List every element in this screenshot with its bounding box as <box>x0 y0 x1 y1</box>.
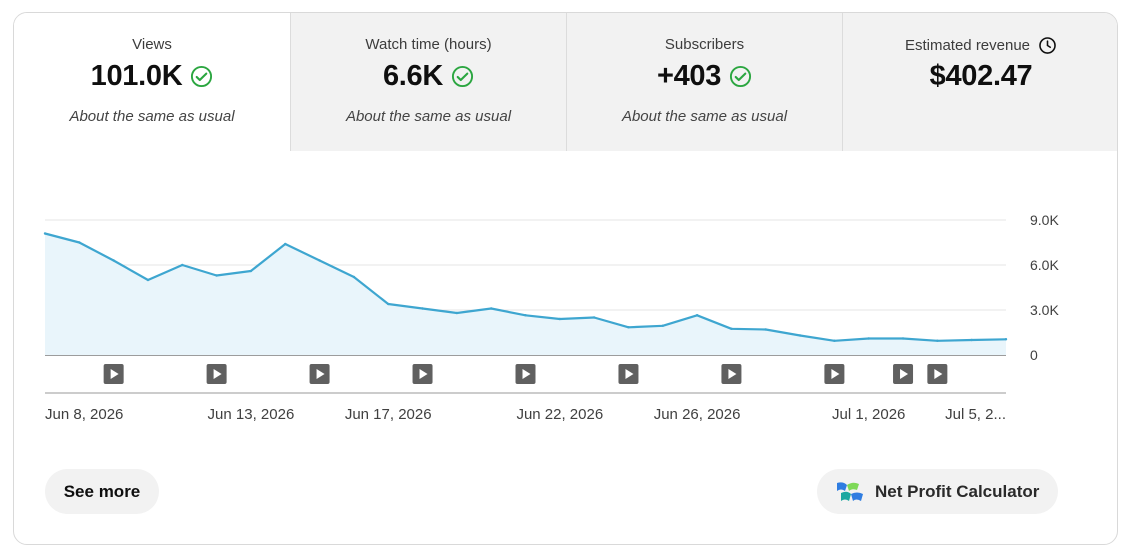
data-point <box>318 259 321 262</box>
metric-value: 6.6K <box>382 60 444 92</box>
play-icon-glyph <box>900 369 909 379</box>
data-point <box>592 316 596 319</box>
video-play-icon[interactable] <box>927 364 948 384</box>
data-point <box>901 337 905 340</box>
play-icon-glyph <box>522 369 531 379</box>
data-point <box>695 314 699 317</box>
data-point <box>833 339 836 342</box>
tab-watch-time[interactable]: Watch time (hours) 6.6K About the same a… <box>290 13 566 151</box>
data-point <box>78 241 81 244</box>
play-icon-glyph <box>213 369 222 379</box>
views-chart: 9.0K 6.0K 3.0K 0 Jun 8, 2026 Jun 13, 2026 Jun … <box>14 13 1117 433</box>
data-point <box>215 274 218 277</box>
tab-views[interactable]: Views 101.0K About the same as usual <box>14 13 290 151</box>
play-icon-glyph <box>419 369 428 379</box>
check-circle-icon <box>730 65 752 88</box>
metric-title: Watch time (hours) <box>365 36 492 53</box>
video-play-icon[interactable] <box>412 364 433 384</box>
video-play-icon[interactable] <box>206 364 227 384</box>
metric-value: +403 <box>656 60 722 92</box>
x-tick-label: Jun 13, 2026 <box>208 406 295 423</box>
y-tick-label: 6.0K <box>1030 257 1059 273</box>
data-point <box>970 338 973 342</box>
video-play-icon[interactable] <box>893 364 914 384</box>
metric-note: About the same as usual <box>621 108 788 125</box>
data-point <box>489 307 493 310</box>
x-tick-label: Jun 8, 2026 <box>45 406 123 423</box>
x-tick-label: Jun 17, 2026 <box>345 406 432 423</box>
data-point <box>249 269 253 273</box>
tab-subscribers[interactable]: Subscribers +403 About the same as usual <box>566 13 842 151</box>
check-circle-icon <box>451 65 474 88</box>
video-play-icon[interactable] <box>515 364 536 384</box>
play-icon-glyph <box>934 369 943 379</box>
data-point <box>43 232 47 235</box>
views-area-fill <box>45 233 1006 355</box>
see-more-button[interactable]: See more <box>45 469 159 514</box>
metric-note: About the same as usual <box>69 108 235 125</box>
clock-icon <box>1039 37 1056 54</box>
data-point <box>524 314 527 317</box>
data-point <box>936 339 939 342</box>
data-point <box>387 302 390 306</box>
tab-estimated-revenue[interactable]: Estimated revenue $402.47 <box>842 13 1117 151</box>
data-point <box>421 307 424 310</box>
nexlev-logo-icon <box>837 481 863 501</box>
check-circle-icon <box>191 65 213 88</box>
y-tick-label: 0 <box>1030 347 1038 363</box>
play-icon-glyph <box>728 369 737 379</box>
metric-value: $402.47 <box>929 60 1033 92</box>
data-point <box>181 263 184 267</box>
views-chart-svg: 9.0K 6.0K 3.0K 0 Jun 8, 2026 Jun 13, 2026 Jun … <box>43 212 1059 423</box>
y-tick-label: 3.0K <box>1030 302 1059 318</box>
metric-value: 101.0K <box>90 60 183 92</box>
video-play-icon[interactable] <box>721 364 742 384</box>
net-profit-calculator-label: Net Profit Calculator <box>875 481 1040 501</box>
data-point <box>112 259 115 262</box>
metric-title: Subscribers <box>664 36 745 53</box>
metric-title: Estimated revenue <box>904 37 1031 54</box>
play-icon-glyph <box>316 369 325 379</box>
data-point <box>146 278 150 282</box>
data-point <box>284 242 287 246</box>
data-point <box>730 327 733 330</box>
metric-note: About the same as usual <box>345 108 512 125</box>
play-icon-glyph <box>625 369 634 379</box>
metric-tabs: Views 101.0K About the same as usual Wat… <box>14 13 1117 151</box>
x-tick-label: Jun 22, 2026 <box>516 406 603 423</box>
data-point <box>798 334 802 337</box>
play-icon-glyph <box>831 369 840 379</box>
net-profit-calculator-button[interactable]: Net Profit Calculator <box>817 469 1058 514</box>
data-point <box>867 337 870 340</box>
play-icon-glyph <box>110 369 119 379</box>
data-point <box>558 317 562 321</box>
video-play-icon[interactable] <box>103 364 124 384</box>
data-point <box>1004 338 1008 341</box>
data-point <box>627 326 630 329</box>
data-point <box>661 324 664 327</box>
data-point <box>764 328 767 331</box>
data-point <box>455 311 459 315</box>
metric-title: Views <box>132 36 172 53</box>
video-play-icon[interactable] <box>309 364 330 384</box>
x-tick-label: Jun 26, 2026 <box>654 406 741 423</box>
analytics-card: Views 101.0K About the same as usual Wat… <box>13 12 1118 545</box>
data-point <box>352 275 356 279</box>
video-play-icon[interactable] <box>618 364 639 384</box>
video-play-icon[interactable] <box>824 364 845 384</box>
x-tick-label: Jul 1, 2026 <box>832 406 905 423</box>
x-tick-label: Jul 5, 2... <box>945 406 1006 423</box>
y-tick-label: 9.0K <box>1030 212 1059 228</box>
